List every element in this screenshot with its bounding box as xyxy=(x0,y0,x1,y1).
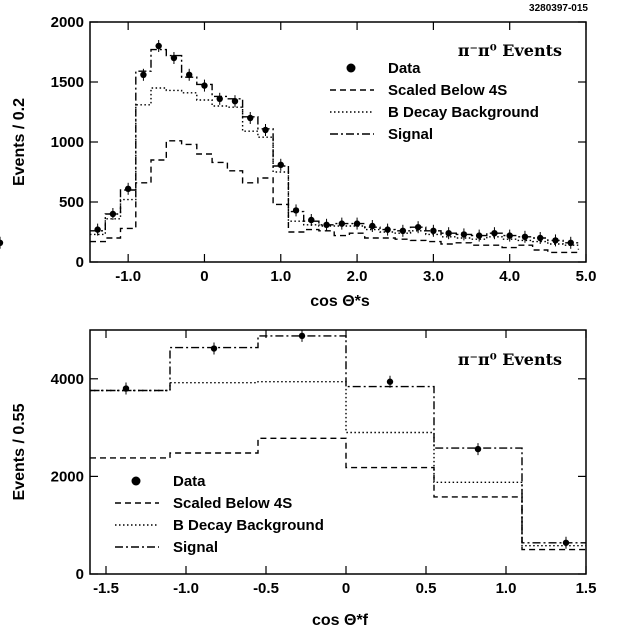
data-point xyxy=(0,239,4,246)
data-point xyxy=(445,230,452,237)
legend-marker-points xyxy=(131,476,141,486)
top-panel: -1.0 0 1.0 2.0 3.0 4.0 5.0 0 500 1000 1500 2000 π⁻π… xyxy=(0,14,596,310)
top-x-axis-label: cos Θ*s xyxy=(310,293,370,310)
y-tick-label: 0 xyxy=(76,566,84,583)
x-tick-label: 0.5 xyxy=(416,580,437,597)
bottom-y-axis-label: Events / 0.55 xyxy=(11,403,28,500)
series-dotted-line xyxy=(90,381,586,547)
legend-entry: B Decay Background xyxy=(173,517,324,534)
data-point xyxy=(262,126,269,134)
data-point xyxy=(475,232,483,239)
x-tick-label: 1.0 xyxy=(270,268,291,285)
top-series xyxy=(0,40,580,254)
figure-code: 3280397-015 xyxy=(529,3,588,14)
data-point xyxy=(292,207,300,214)
bottom-x-axis-label: cos Θ*f xyxy=(312,612,369,629)
legend-entry: Data xyxy=(388,60,421,77)
bottom-ticks: -1.5 -1.0 -0.5 0 0.5 1.0 1.5 0 2000 4000 xyxy=(51,330,597,597)
legend-entry: Scaled Below 4S xyxy=(388,82,507,99)
x-tick-label: -1.0 xyxy=(173,580,199,597)
y-tick-label: 0 xyxy=(76,254,84,271)
bottom-panel: -1.5 -1.0 -0.5 0 0.5 1.0 1.5 0 2000 4000 π⁻π⁰ Eve… xyxy=(11,329,597,629)
data-point xyxy=(491,230,498,237)
series-dashed-line xyxy=(90,437,586,551)
legend-entry: Data xyxy=(173,473,206,490)
x-tick-label: 4.0 xyxy=(499,268,520,285)
y-tick-label: 4000 xyxy=(51,371,84,388)
x-tick-label: 3.0 xyxy=(423,268,444,285)
legend-entry: Signal xyxy=(388,126,433,143)
top-legend: Data Scaled Below 4S B Decay Background Sig… xyxy=(330,60,539,143)
data-point xyxy=(460,231,468,238)
series-dotted-line xyxy=(90,87,579,246)
data-point xyxy=(231,98,239,105)
x-tick-label: 0 xyxy=(200,268,208,285)
data-point xyxy=(216,95,223,103)
y-tick-label: 2000 xyxy=(51,468,84,485)
series-dashdot-line xyxy=(90,48,579,244)
top-y-axis-label: Events / 0.2 xyxy=(11,98,28,186)
bottom-legend: Data Scaled Below 4S B Decay Background Sig… xyxy=(115,473,324,556)
data-point xyxy=(140,71,147,79)
bottom-chart-title: π⁻π⁰ Events xyxy=(458,350,562,369)
data-point xyxy=(124,185,132,192)
x-tick-label: 2.0 xyxy=(347,268,368,285)
y-tick-label: 1000 xyxy=(51,134,84,151)
x-tick-label: 1.0 xyxy=(496,580,517,597)
data-point xyxy=(414,224,422,231)
data-point xyxy=(186,71,193,79)
data-point xyxy=(386,378,394,385)
x-tick-label: 0 xyxy=(342,580,350,597)
y-tick-label: 1500 xyxy=(51,74,84,91)
legend-entry: Signal xyxy=(173,539,218,556)
y-tick-label: 2000 xyxy=(51,14,84,31)
x-tick-label: 5.0 xyxy=(576,268,597,285)
x-tick-label: -1.0 xyxy=(115,268,141,285)
data-point xyxy=(277,161,284,168)
y-tick-label: 500 xyxy=(59,194,84,211)
top-ticks: -1.0 0 1.0 2.0 3.0 4.0 5.0 0 500 1000 1500 2000 xyxy=(51,14,597,285)
data-point xyxy=(474,445,482,453)
x-tick-label: -1.5 xyxy=(93,580,119,597)
x-tick-label: -0.5 xyxy=(253,580,279,597)
data-point xyxy=(308,216,315,224)
data-point xyxy=(201,82,208,89)
series-dashed-line xyxy=(90,140,580,254)
data-point xyxy=(155,42,162,50)
bottom-series xyxy=(90,329,586,551)
legend-marker-points xyxy=(346,63,356,73)
x-tick-label: 1.5 xyxy=(576,580,597,597)
data-point xyxy=(369,222,376,230)
data-point xyxy=(170,54,178,62)
data-point xyxy=(210,345,218,352)
legend-entry: B Decay Background xyxy=(388,104,539,121)
top-chart-title: π⁻π⁰ Events xyxy=(458,41,562,60)
legend-entry: Scaled Below 4S xyxy=(173,495,292,512)
bottom-plot-frame xyxy=(89,329,587,575)
data-point xyxy=(94,226,101,233)
data-point xyxy=(298,332,306,340)
data-point xyxy=(247,114,254,122)
series-dashdot-line xyxy=(90,335,586,544)
